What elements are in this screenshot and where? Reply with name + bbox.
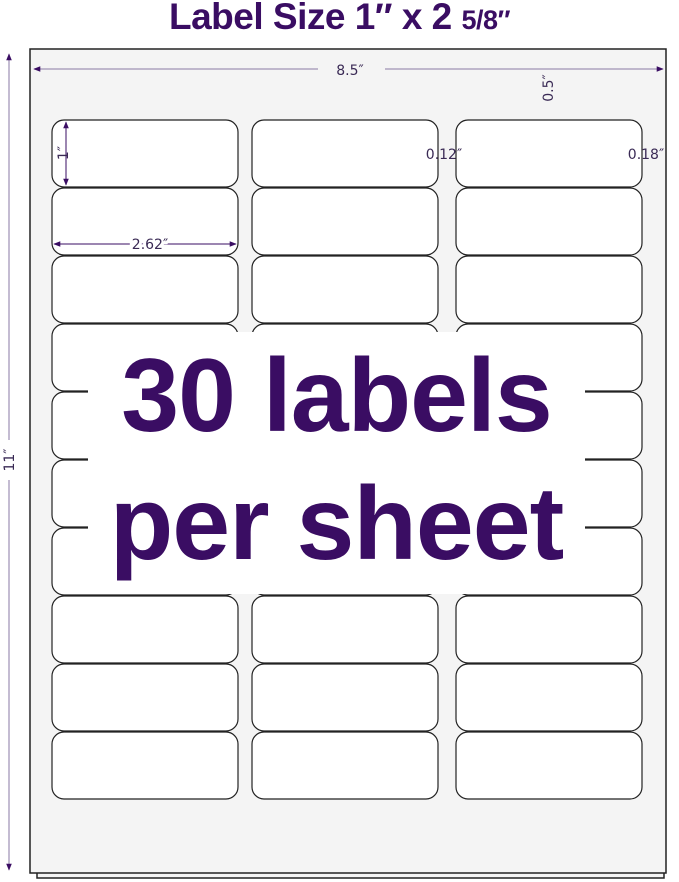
label-cell [251,731,439,800]
label-cell [455,255,643,324]
label-cell [51,187,239,256]
label-cell [455,187,643,256]
label-cell [455,731,643,800]
label-cell [251,255,439,324]
top-margin-label: 0.5″ [541,74,557,102]
label-cell [51,731,239,800]
label-cell [251,187,439,256]
title-main: Label Size 1″ x 2 [169,0,462,37]
label-cell [455,119,643,188]
headline-line-2: per sheet [109,466,564,582]
label-cell [455,663,643,732]
label-cell [51,663,239,732]
headline-line-1: 30 labels [121,338,552,454]
side-margin-label: 0.18″ [628,147,664,163]
sheet-height-label: 11″ [2,448,18,471]
title-fraction: 5/8″ [461,5,511,35]
label-cell [51,119,239,188]
label-height-label: 1″ [56,146,72,160]
labels-per-sheet-headline: 30 labels per sheet [88,332,585,594]
label-cell [51,255,239,324]
label-cell [251,595,439,664]
label-cell [251,119,439,188]
label-cell [251,663,439,732]
label-cell [455,595,643,664]
label-width-label: 2.62″ [132,237,168,253]
column-gap-label: 0.12″ [426,147,462,163]
label-size-title: Label Size 1″ x 2 5/8″ [0,0,679,38]
sheet-width-label: 8.5″ [336,63,364,79]
label-cell [51,595,239,664]
